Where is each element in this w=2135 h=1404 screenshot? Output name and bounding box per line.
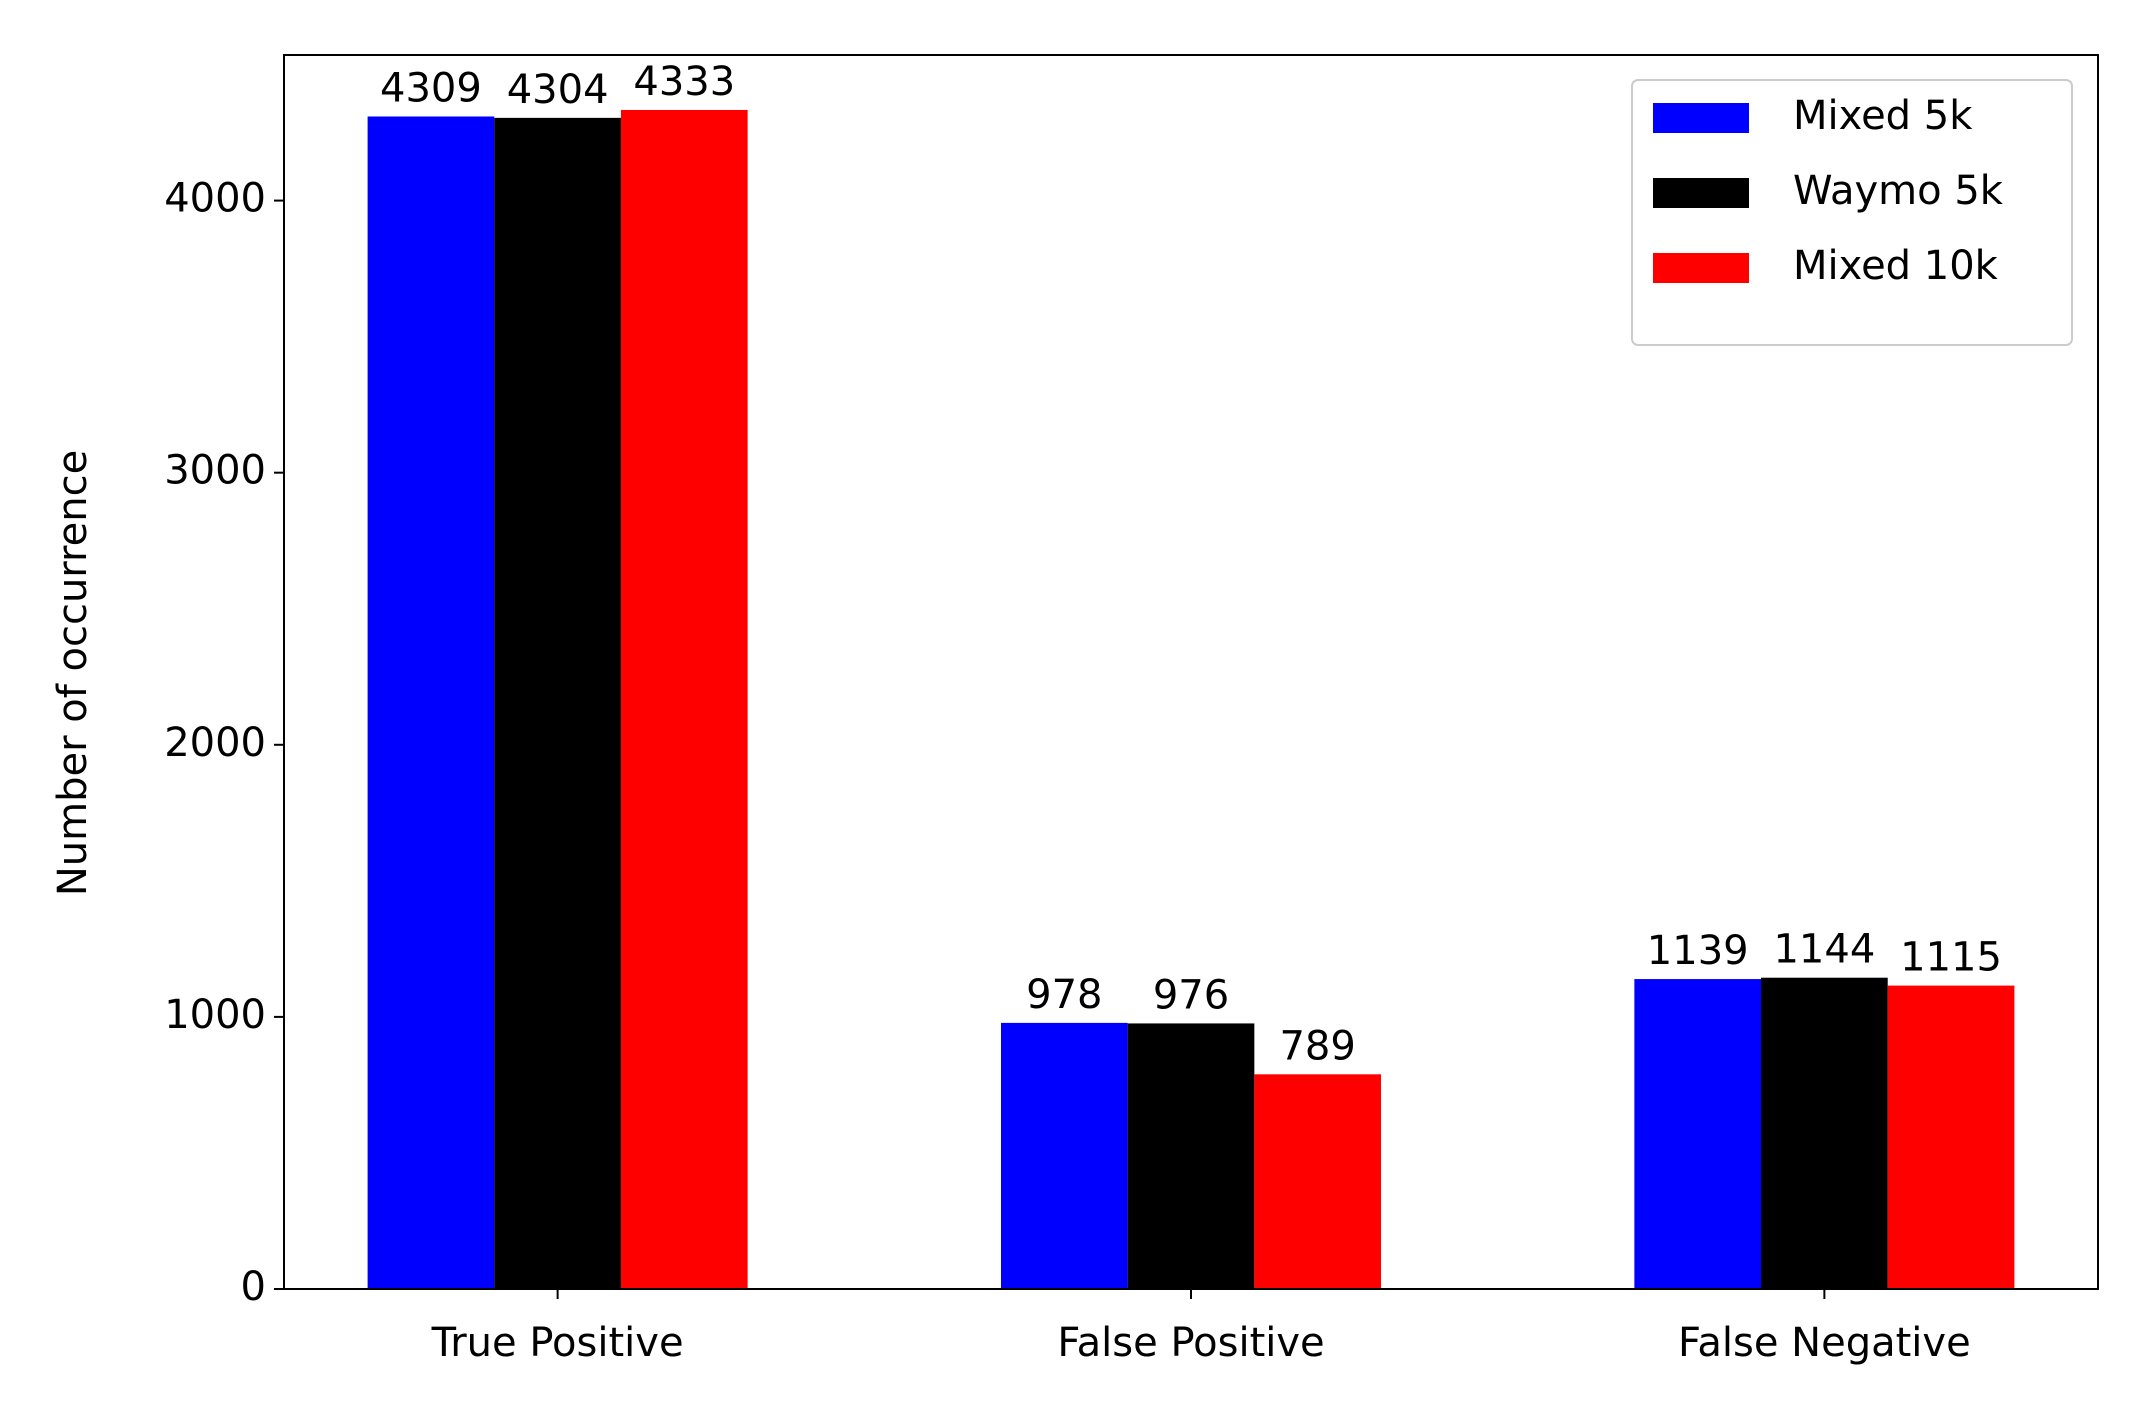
value-label: 4309 xyxy=(380,65,482,111)
axes-frame xyxy=(283,54,2099,1290)
x-tick-label: False Positive xyxy=(1057,1320,1324,1366)
bar xyxy=(1127,1023,1255,1289)
bar xyxy=(1254,1074,1382,1289)
x-tick-label: False Negative xyxy=(1678,1320,1971,1366)
value-label: 4304 xyxy=(507,67,609,113)
bar xyxy=(1000,1022,1128,1289)
legend-swatch xyxy=(1653,253,1749,283)
value-label: 978 xyxy=(1026,972,1102,1018)
legend-swatch xyxy=(1653,178,1749,208)
bar xyxy=(1634,979,1762,1289)
y-tick-label: 3000 xyxy=(164,448,266,494)
y-tick-label: 2000 xyxy=(164,720,266,766)
value-label: 1144 xyxy=(1773,927,1875,973)
value-label: 4333 xyxy=(633,59,735,105)
value-label: 1115 xyxy=(1900,935,2002,981)
bar xyxy=(367,116,495,1289)
x-tick-label: True Positive xyxy=(431,1320,684,1366)
y-axis-label: Number of occurrence xyxy=(50,450,96,896)
y-tick-label: 1000 xyxy=(164,992,266,1038)
bar xyxy=(1761,977,1888,1289)
value-label: 976 xyxy=(1153,972,1229,1018)
y-tick-label: 4000 xyxy=(164,176,266,222)
y-tick-label: 0 xyxy=(241,1264,266,1310)
bar xyxy=(1887,985,2015,1289)
bar xyxy=(620,109,748,1290)
bar xyxy=(494,117,621,1290)
legend-label: Mixed 5k xyxy=(1793,93,1973,139)
value-label: 1139 xyxy=(1647,928,1749,974)
value-label: 789 xyxy=(1279,1023,1355,1069)
legend-label: Waymo 5k xyxy=(1793,168,2004,214)
legend-label: Mixed 10k xyxy=(1793,243,1999,289)
legend-swatch xyxy=(1653,103,1749,133)
